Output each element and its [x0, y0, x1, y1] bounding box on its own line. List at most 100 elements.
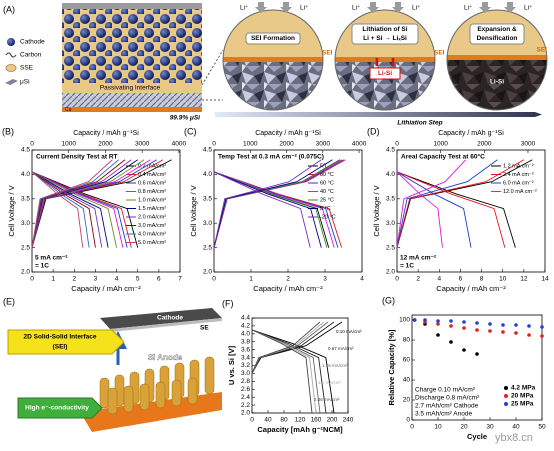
y-tick-label: 3.2: [241, 362, 250, 369]
legend-label: 12.0 mA cm⁻²: [503, 189, 537, 195]
panel-label: (E): [3, 296, 15, 306]
x-tick-label: 14: [541, 276, 549, 283]
step-title: Densification: [477, 35, 518, 42]
legend-label: 80 °C: [320, 172, 334, 178]
legend-label: μSi: [20, 79, 30, 86]
legend-label: 25 °C: [320, 197, 334, 203]
x2-tick-label: 1000: [243, 141, 258, 148]
step-arrow: [215, 112, 542, 117]
conductivity-label: High e⁻-conductivity: [25, 405, 89, 412]
conductivity-callout: [17, 397, 103, 419]
data-point: [462, 326, 466, 330]
series-line: [396, 159, 525, 248]
legend-label: 4.2 MPa: [511, 385, 536, 392]
data-point: [436, 333, 440, 337]
curve-label: 1.76 mA/cm²: [322, 363, 348, 368]
legend-label: 1.0 mA/cm²: [138, 197, 166, 203]
curve-label: 1.0 mA/cm²: [318, 380, 342, 385]
data-point: [412, 318, 417, 322]
y-tick-label: 2.0: [203, 269, 212, 276]
curve-label: 0.67 mA/cm²: [328, 346, 354, 351]
y-tick-label: 0: [406, 417, 410, 424]
legend-label: Carbon: [20, 52, 42, 59]
step-1-view: [223, 10, 323, 110]
legend-label: 0.2 mA/cm²: [138, 163, 166, 169]
interface-label: 2D Solid-Solid Interface: [24, 334, 97, 341]
data-point: [475, 328, 479, 332]
series-line: [31, 159, 132, 248]
y-tick-label: 4.0: [241, 331, 250, 338]
x-axis-label: Cycle: [467, 432, 487, 441]
x-tick-label: 6: [157, 276, 161, 283]
legend-label: -20 °C: [320, 214, 336, 220]
x-axis-label: Capacity [mAh g⁻¹NCM]: [257, 425, 343, 434]
x2-axis-label: Capacity / mAh g⁻¹Si: [438, 130, 504, 137]
legend-swatch: [504, 386, 508, 390]
sei-label: SEI: [537, 47, 548, 54]
x-tick-label: 3: [323, 276, 327, 283]
cathode-slab: [100, 308, 222, 329]
y-tick-label: 20: [403, 397, 411, 404]
legend-label: 0.4 mA/cm²: [138, 172, 166, 178]
y-axis-label: Cell Voltage / V: [7, 185, 16, 236]
x2-tick-label: 3000: [521, 141, 536, 148]
x-tick-label: 2: [416, 276, 420, 283]
x-tick-label: 4: [115, 276, 119, 283]
legend-label: 3.0 mA/cm²: [138, 223, 166, 229]
panel-label: (B): [2, 126, 14, 136]
li-ion-label: Li⁺: [300, 5, 309, 12]
y-tick-label: 4.0: [386, 171, 395, 178]
y-tick-label: 2.4: [241, 394, 250, 401]
data-point: [449, 340, 453, 344]
step-title: Li + Si → LiₓSi: [363, 35, 407, 42]
x-tick-label: 0: [395, 276, 399, 283]
panel-label: (A): [3, 4, 15, 14]
note: = 1C: [400, 263, 414, 270]
x2-tick-label: 4000: [172, 141, 187, 148]
x-tick-label: 10: [434, 424, 442, 431]
x2-tick-label: 3000: [135, 141, 150, 148]
legend-label: 25 MPa: [511, 401, 534, 408]
y-tick-label: 3.5: [386, 196, 395, 203]
series-line: [396, 159, 467, 248]
x-tick-label: 1: [51, 276, 55, 283]
legend-label: 6.0 mA cm⁻²: [503, 180, 534, 186]
data-point: [475, 321, 479, 325]
sei-label: SEI: [322, 50, 333, 57]
y-tick-label: 100: [399, 317, 410, 324]
x2-tick-label: 2000: [279, 141, 294, 148]
y-tick-label: 3.0: [241, 370, 250, 377]
data-point: [514, 331, 518, 335]
x2-tick-label: 2000: [98, 141, 113, 148]
y-axis-label: U vs. Si [V]: [227, 345, 236, 385]
cu-label: Cu: [65, 107, 72, 113]
y-tick-label: 60: [403, 357, 411, 364]
series-line: [396, 159, 498, 248]
legend-label: Cathode: [20, 39, 45, 46]
plot-frame: [213, 149, 363, 273]
note: 2.7 mAh/cm² Cathode: [415, 403, 479, 410]
chart-title: Areal Capacity Test at 60°C: [401, 153, 485, 161]
legend-label: SSE: [20, 65, 34, 72]
legend-label: 0.8 mA/cm²: [138, 189, 166, 195]
x-tick-label: 0: [410, 424, 414, 431]
step-title: Expansion &: [477, 26, 517, 33]
x-tick-label: 12: [520, 276, 528, 283]
y-tick-label: 2.5: [203, 244, 212, 251]
legend-label: 0.6 mA/cm²: [138, 180, 166, 186]
y-tick-label: 3.4: [241, 354, 250, 361]
x-tick-label: 3: [94, 276, 98, 283]
x-tick-label: 160: [311, 417, 322, 424]
li-ion-label: Li⁺: [412, 5, 421, 12]
series-line: [31, 159, 126, 248]
note: 3.5 mAh/cm² Anode: [415, 411, 472, 418]
panel-label: (G): [382, 295, 395, 305]
legend-label: 2.0 mA/cm²: [138, 214, 166, 220]
x-tick-label: 8: [480, 276, 484, 283]
legend-label: 5.0 mA/cm²: [138, 240, 166, 246]
curve-label: 2.46 mA/cm²: [314, 397, 340, 402]
passivating-layer: [62, 83, 202, 93]
legend-label: 4.0 mA/cm²: [138, 231, 166, 237]
x-tick-label: 5: [136, 276, 140, 283]
